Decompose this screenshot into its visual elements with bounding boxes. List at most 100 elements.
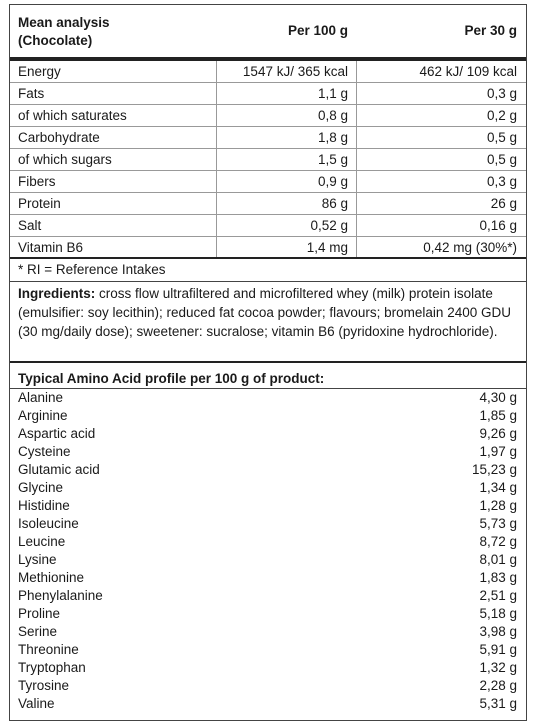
- table-row: Carbohydrate 1,8 g 0,5 g: [10, 127, 526, 149]
- amino-value: 9,26 g: [479, 426, 517, 441]
- ingredients-text: cross flow ultrafiltered and microfilter…: [18, 286, 511, 339]
- amino-name: Serine: [18, 624, 58, 639]
- value-per30: 0,5 g: [486, 152, 517, 167]
- amino-value: 8,01 g: [479, 552, 517, 567]
- list-item: Arginine 1,85 g: [10, 407, 526, 425]
- amino-name: Histidine: [18, 498, 70, 513]
- amino-name: Glycine: [18, 480, 64, 495]
- list-item: Glutamic acid 15,23 g: [10, 461, 526, 479]
- amino-name: Aspartic acid: [18, 426, 96, 441]
- table-row: Fats 1,1 g 0,3 g: [10, 83, 526, 105]
- list-item: Phenylalanine 2,51 g: [10, 587, 526, 605]
- amino-value: 5,18 g: [479, 606, 517, 621]
- nutrient-label: Salt: [18, 218, 42, 233]
- value-per100: 0,8 g: [317, 108, 348, 123]
- amino-table: Alanine 4,30 g Arginine 1,85 g Aspartic acid…: [10, 389, 526, 713]
- table-row: Energy 1547 kJ/ 365 kcal 462 kJ/ 109 kcal: [10, 61, 526, 83]
- nutrient-label: Fibers: [18, 174, 56, 189]
- ingredients-divider: [10, 361, 526, 363]
- header-title-line2: (Chocolate): [18, 33, 93, 48]
- nutrition-label: Mean analysis (Chocolate) Per 100 g Per …: [9, 4, 527, 721]
- column-divider-2: [356, 61, 357, 257]
- table-row: Vitamin B6 1,4 mg 0,42 mg (30%*): [10, 237, 526, 258]
- amino-value: 1,28 g: [479, 498, 517, 513]
- list-item: Tyrosine 2,28 g: [10, 677, 526, 695]
- column-divider-1: [216, 61, 217, 257]
- amino-name: Alanine: [18, 390, 64, 405]
- header-title: Mean analysis (Chocolate): [18, 14, 110, 50]
- amino-name: Threonine: [18, 642, 79, 657]
- amino-value: 5,91 g: [479, 642, 517, 657]
- table-row: Fibers 0,9 g 0,3 g: [10, 171, 526, 193]
- list-item: Aspartic acid 9,26 g: [10, 425, 526, 443]
- table-row: of which saturates 0,8 g 0,2 g: [10, 105, 526, 127]
- value-per100: 1,4 mg: [306, 240, 348, 255]
- value-per100: 1,5 g: [317, 152, 348, 167]
- value-per100: 1,8 g: [317, 130, 348, 145]
- amino-value: 2,51 g: [479, 588, 517, 603]
- value-per100: 0,9 g: [317, 174, 348, 189]
- amino-value: 2,28 g: [479, 678, 517, 693]
- ingredients: Ingredients: cross flow ultrafiltered an…: [18, 284, 518, 341]
- nutrient-label: Fats: [18, 86, 45, 101]
- amino-value: 1,85 g: [479, 408, 517, 423]
- value-per100: 0,52 g: [310, 218, 348, 233]
- nutrient-label: of which saturates: [18, 108, 127, 123]
- list-item: Lysine 8,01 g: [10, 551, 526, 569]
- amino-value: 5,73 g: [479, 516, 517, 531]
- table-row: of which sugars 1,5 g 0,5 g: [10, 149, 526, 171]
- footnote-divider: [10, 281, 526, 282]
- value-per100: 86 g: [321, 196, 348, 211]
- amino-name: Proline: [18, 606, 61, 621]
- header-divider: [10, 57, 526, 61]
- nutrient-label: Protein: [18, 196, 61, 211]
- nutrient-label: Vitamin B6: [18, 240, 84, 255]
- value-per100: 1,1 g: [317, 86, 348, 101]
- table-row: Protein 86 g 26 g: [10, 193, 526, 215]
- list-item: Serine 3,98 g: [10, 623, 526, 641]
- amino-name: Phenylalanine: [18, 588, 103, 603]
- header-title-line1: Mean analysis: [18, 15, 110, 30]
- amino-value: 8,72 g: [479, 534, 517, 549]
- list-item: Methionine 1,83 g: [10, 569, 526, 587]
- nutrient-label: Carbohydrate: [18, 130, 100, 145]
- amino-value: 4,30 g: [479, 390, 517, 405]
- ingredients-label: Ingredients:: [18, 286, 96, 301]
- amino-name: Valine: [18, 696, 55, 711]
- amino-name: Arginine: [18, 408, 68, 423]
- list-item: Isoleucine 5,73 g: [10, 515, 526, 533]
- amino-name: Methionine: [18, 570, 85, 585]
- amino-value: 15,23 g: [471, 462, 517, 477]
- value-per30: 0,2 g: [486, 108, 517, 123]
- value-per30: 0,16 g: [479, 218, 517, 233]
- list-item: Glycine 1,34 g: [10, 479, 526, 497]
- list-item: Cysteine 1,97 g: [10, 443, 526, 461]
- amino-value: 1,32 g: [479, 660, 517, 675]
- list-item: Proline 5,18 g: [10, 605, 526, 623]
- nutrition-divider: [10, 257, 526, 259]
- list-item: Tryptophan 1,32 g: [10, 659, 526, 677]
- header-per100: Per 100 g: [287, 23, 348, 38]
- list-item: Valine 5,31 g: [10, 695, 526, 713]
- table-header: Mean analysis (Chocolate) Per 100 g Per …: [10, 5, 526, 57]
- nutrition-table: Energy 1547 kJ/ 365 kcal 462 kJ/ 109 kcal F…: [10, 61, 526, 258]
- value-per30: 0,5 g: [486, 130, 517, 145]
- value-per100: 1547 kJ/ 365 kcal: [242, 64, 348, 79]
- value-per30: 0,3 g: [486, 174, 517, 189]
- amino-value: 1,97 g: [479, 444, 517, 459]
- list-item: Alanine 4,30 g: [10, 389, 526, 407]
- amino-value: 1,34 g: [479, 480, 517, 495]
- header-per30: Per 30 g: [464, 23, 517, 38]
- footnote: * RI = Reference Intakes: [18, 262, 166, 277]
- amino-name: Tyrosine: [18, 678, 70, 693]
- list-item: Leucine 8,72 g: [10, 533, 526, 551]
- nutrient-label: Energy: [18, 64, 61, 79]
- list-item: Histidine 1,28 g: [10, 497, 526, 515]
- amino-title: Typical Amino Acid profile per 100 g of …: [18, 371, 325, 386]
- value-per30: 0,42 mg (30%*): [423, 240, 517, 255]
- value-per30: 462 kJ/ 109 kcal: [419, 64, 517, 79]
- value-per30: 26 g: [490, 196, 517, 211]
- amino-name: Leucine: [18, 534, 66, 549]
- value-per30: 0,3 g: [486, 86, 517, 101]
- table-row: Salt 0,52 g 0,16 g: [10, 215, 526, 237]
